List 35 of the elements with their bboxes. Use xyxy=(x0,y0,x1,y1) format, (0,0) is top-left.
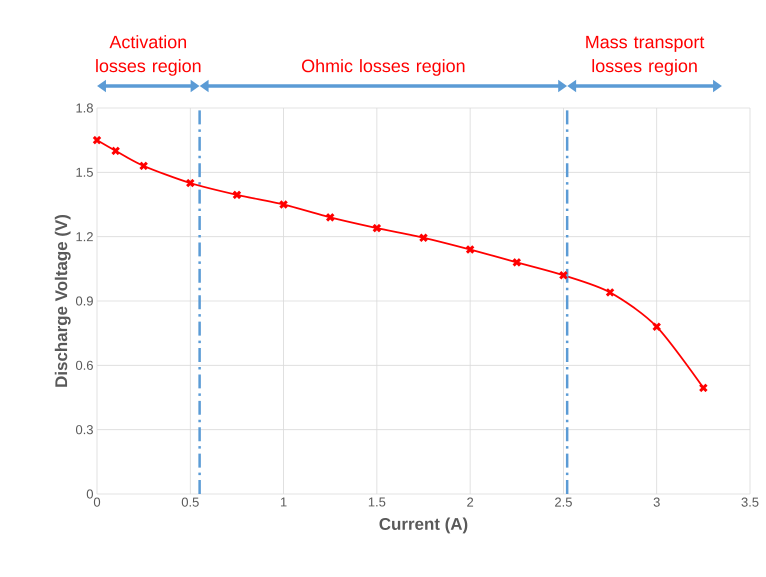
y-tick-label: 1.5 xyxy=(76,168,93,177)
x-tick-label: 3.5 xyxy=(742,498,758,507)
point xyxy=(512,258,522,268)
point xyxy=(186,178,195,188)
x-tick-label: 1.5 xyxy=(368,498,386,507)
point xyxy=(138,161,148,171)
y-tick-label: 1.8 xyxy=(76,103,93,113)
x-tick-label: 3 xyxy=(654,498,660,507)
point xyxy=(652,322,662,332)
x-tick-label: 2.5 xyxy=(555,498,572,507)
point xyxy=(326,212,335,222)
x-tick-label: 0 xyxy=(94,498,100,507)
text: Activation losses region xyxy=(96,35,200,76)
point xyxy=(465,244,475,254)
text: Ohmic losses region xyxy=(302,59,464,76)
point xyxy=(92,135,102,145)
point xyxy=(698,383,708,393)
point xyxy=(372,223,382,233)
point xyxy=(232,190,242,200)
point xyxy=(418,233,428,242)
y-tick-label: 0.3 xyxy=(76,425,93,434)
point xyxy=(605,288,615,298)
x-axis-title: Current (A) xyxy=(380,518,468,534)
point xyxy=(558,270,568,280)
point xyxy=(110,146,120,156)
y-axis-title: Discharge Voltage (V) xyxy=(54,214,71,387)
point xyxy=(278,200,288,210)
x-tick-label: 2 xyxy=(467,498,474,507)
y-tick-label: 0.9 xyxy=(76,296,93,306)
y-tick-label: 1.2 xyxy=(76,232,93,242)
x-tick-label: 0.5 xyxy=(182,498,199,507)
text: Mass transport losses region xyxy=(586,36,704,76)
y-tick-label: 0.6 xyxy=(76,360,93,370)
y-tick-label: 0 xyxy=(86,489,93,499)
x-tick-label: 1 xyxy=(280,498,287,506)
